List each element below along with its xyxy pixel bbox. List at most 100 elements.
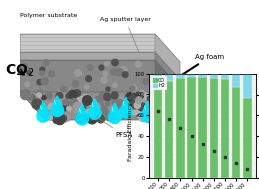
Circle shape: [114, 109, 119, 113]
Bar: [232, 87, 240, 178]
Circle shape: [66, 94, 70, 98]
Circle shape: [25, 82, 30, 87]
Circle shape: [63, 99, 69, 105]
Circle shape: [57, 99, 64, 105]
Circle shape: [48, 116, 52, 120]
Circle shape: [136, 102, 144, 110]
Circle shape: [139, 90, 145, 95]
Circle shape: [135, 61, 141, 67]
Circle shape: [135, 111, 140, 116]
Circle shape: [89, 106, 98, 115]
Circle shape: [32, 99, 42, 109]
Circle shape: [119, 103, 128, 112]
Circle shape: [143, 105, 152, 114]
Circle shape: [152, 112, 161, 122]
Circle shape: [88, 65, 93, 70]
Circle shape: [137, 109, 144, 115]
Circle shape: [106, 93, 111, 97]
Circle shape: [77, 113, 82, 118]
Circle shape: [67, 106, 71, 111]
Polygon shape: [155, 34, 180, 80]
Circle shape: [122, 101, 128, 108]
Circle shape: [136, 92, 143, 100]
Polygon shape: [39, 101, 48, 111]
Circle shape: [42, 96, 46, 100]
Circle shape: [52, 104, 57, 108]
Circle shape: [97, 115, 105, 123]
Circle shape: [118, 96, 127, 105]
Circle shape: [54, 107, 62, 115]
Bar: [176, 74, 184, 78]
Bar: [210, 78, 218, 178]
Bar: [187, 74, 196, 77]
Bar: [198, 77, 207, 178]
Polygon shape: [51, 104, 63, 116]
Circle shape: [126, 92, 133, 99]
Circle shape: [80, 116, 84, 120]
Circle shape: [40, 67, 45, 72]
Polygon shape: [20, 52, 155, 60]
Circle shape: [37, 90, 42, 95]
Circle shape: [106, 87, 110, 91]
Circle shape: [75, 110, 80, 115]
Circle shape: [76, 115, 84, 123]
Circle shape: [105, 112, 114, 121]
Circle shape: [55, 114, 65, 124]
Circle shape: [21, 91, 30, 100]
Circle shape: [27, 71, 31, 75]
Circle shape: [56, 103, 60, 107]
Polygon shape: [109, 111, 121, 123]
Circle shape: [83, 96, 92, 105]
Circle shape: [120, 114, 125, 119]
Polygon shape: [155, 52, 180, 88]
Circle shape: [149, 106, 155, 112]
Text: CO$_2$: CO$_2$: [5, 63, 34, 79]
Circle shape: [104, 93, 111, 101]
Circle shape: [131, 100, 140, 109]
Circle shape: [59, 90, 65, 96]
Circle shape: [82, 95, 89, 102]
Circle shape: [93, 112, 98, 117]
Bar: [165, 81, 173, 178]
Bar: [198, 74, 207, 77]
Circle shape: [75, 96, 84, 104]
Circle shape: [102, 112, 107, 116]
Circle shape: [99, 92, 108, 101]
Circle shape: [61, 103, 68, 111]
Circle shape: [28, 94, 33, 100]
Bar: [154, 84, 162, 178]
Circle shape: [70, 99, 78, 107]
Circle shape: [119, 67, 127, 74]
Circle shape: [122, 72, 128, 77]
Circle shape: [73, 106, 78, 111]
Circle shape: [116, 69, 123, 76]
Bar: [210, 74, 218, 78]
Circle shape: [45, 92, 52, 99]
Circle shape: [73, 102, 82, 112]
Circle shape: [133, 110, 138, 115]
Circle shape: [133, 94, 139, 99]
Circle shape: [37, 80, 42, 85]
Circle shape: [40, 71, 44, 75]
Circle shape: [147, 96, 152, 101]
Bar: [232, 74, 240, 87]
Circle shape: [135, 97, 142, 104]
Circle shape: [56, 92, 63, 99]
Circle shape: [146, 116, 153, 123]
Circle shape: [80, 106, 84, 111]
Circle shape: [55, 115, 64, 125]
Bar: [165, 74, 173, 81]
Circle shape: [139, 112, 148, 122]
Circle shape: [30, 95, 34, 99]
Legend: CO, H2: CO, H2: [151, 76, 167, 90]
Circle shape: [118, 101, 126, 109]
Circle shape: [60, 115, 65, 120]
Bar: [221, 74, 229, 79]
Circle shape: [123, 107, 132, 116]
Circle shape: [85, 96, 90, 102]
Polygon shape: [37, 109, 50, 122]
Circle shape: [135, 106, 143, 113]
Circle shape: [75, 116, 81, 121]
Circle shape: [137, 106, 146, 114]
Polygon shape: [155, 60, 180, 120]
